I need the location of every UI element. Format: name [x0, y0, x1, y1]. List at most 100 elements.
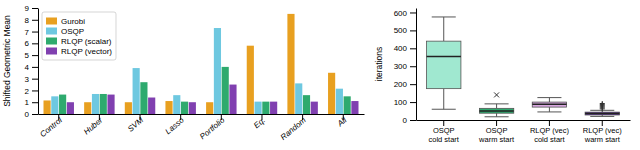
bar — [100, 94, 107, 114]
bar — [107, 95, 114, 114]
legend-label: RLQP (vector) — [61, 47, 112, 56]
x-tick-mark — [549, 120, 550, 126]
y-tick-mark — [410, 84, 416, 85]
x-tick: OSQPcold start — [429, 120, 460, 144]
box — [479, 92, 513, 116]
median — [427, 56, 461, 58]
y-tick-mark — [32, 8, 38, 9]
whisker-upper — [443, 17, 444, 41]
y-tick-label: 3 — [25, 75, 30, 84]
whisker-cap-lower — [432, 109, 456, 110]
x-tick-label: Control — [38, 116, 64, 140]
bar — [181, 102, 188, 114]
bar — [295, 83, 302, 114]
bar — [173, 95, 180, 114]
bar — [287, 14, 294, 114]
bar — [214, 28, 221, 114]
y-tick: 4 — [25, 63, 38, 72]
legend-frame — [42, 12, 116, 60]
x-tick: Control — [38, 114, 64, 139]
y-tick-mark — [32, 67, 38, 68]
y-tick-label: 8 — [25, 16, 30, 25]
x-axis: OSQPcold startOSQPwarm startRLQP (vec)co… — [417, 120, 631, 144]
x-tick-label: RLQP (vec)warm start — [583, 126, 623, 143]
bar — [84, 102, 91, 114]
legend-item: RLQP (vector) — [46, 47, 112, 56]
bar-series — [59, 67, 351, 114]
y-axis: 0 1 2 3 4 5 6 7 8 9 — [25, 4, 39, 119]
bar — [92, 94, 99, 114]
bar — [229, 85, 236, 114]
y-axis-title: iterations — [374, 47, 384, 82]
y-tick-mark — [410, 30, 416, 31]
bar — [311, 102, 318, 114]
bar — [165, 101, 172, 114]
y-tick-mark — [32, 32, 38, 33]
legend-swatch — [46, 48, 57, 55]
y-tick-mark — [32, 20, 38, 21]
x-tick: Eq. — [252, 114, 267, 130]
y-tick-label: 0 — [403, 116, 408, 125]
x-tick-label: All — [335, 115, 349, 128]
whisker-cap-upper — [432, 16, 456, 17]
y-axis-title: Shifted Geometric Mean — [2, 15, 12, 107]
whisker-lower — [496, 113, 497, 117]
bar — [255, 102, 262, 114]
y-tick: 200 — [394, 80, 416, 89]
y-tick: 7 — [25, 28, 38, 37]
y-tick-mark — [32, 90, 38, 91]
whisker-cap-lower — [485, 116, 509, 117]
bar — [140, 82, 147, 114]
y-axis-line — [38, 9, 39, 115]
legend-swatch — [46, 18, 57, 25]
y-tick-mark — [32, 79, 38, 80]
x-tick-label-line: cold start — [534, 135, 565, 144]
bar — [351, 101, 358, 114]
x-tick-mark — [602, 120, 603, 126]
y-tick-label: 400 — [394, 44, 408, 53]
x-tick-label: Lasso — [164, 115, 187, 136]
bar — [344, 96, 351, 114]
x-tick-label: Portfolio — [198, 115, 227, 141]
x-tick: RLQP (vec)cold start — [530, 120, 570, 144]
x-axis-line — [39, 114, 365, 115]
x-tick: Lasso — [164, 114, 187, 136]
y-tick-mark — [410, 48, 416, 49]
whisker-upper — [549, 98, 550, 102]
y-tick-label: 500 — [394, 26, 408, 35]
x-tick-label-line: warm start — [584, 135, 621, 144]
y-tick: 6 — [25, 39, 38, 48]
bar — [51, 96, 58, 114]
whisker-cap-upper — [485, 103, 509, 104]
x-tick-label: SVM — [126, 115, 145, 133]
bar — [125, 102, 132, 114]
box-chart: OSQPcold startOSQPwarm startRLQP (vec)co… — [374, 9, 631, 144]
median — [585, 113, 619, 115]
y-tick-label: 5 — [25, 51, 30, 60]
y-tick: 400 — [394, 44, 416, 53]
y-tick: 600 — [394, 9, 416, 18]
y-tick-mark — [410, 120, 416, 121]
x-tick-mark — [496, 120, 497, 126]
y-tick-label: 100 — [394, 98, 408, 107]
y-tick-label: 0 — [25, 110, 30, 119]
y-tick: 9 — [25, 4, 38, 13]
box-body — [427, 41, 461, 88]
y-tick-label: 7 — [25, 28, 30, 37]
y-tick-label: 2 — [25, 87, 30, 96]
legend-item: RLQP (scalar) — [46, 37, 112, 46]
whisker-lower — [443, 89, 444, 110]
bar — [262, 102, 269, 114]
y-tick: 300 — [394, 62, 416, 71]
bar — [206, 102, 213, 114]
whisker-lower — [549, 107, 550, 112]
x-tick-label: Huber — [82, 115, 105, 136]
bar — [247, 46, 254, 114]
legend-label: OSQP — [61, 27, 84, 36]
median — [532, 103, 566, 105]
y-tick: 2 — [25, 87, 38, 96]
y-tick-mark — [410, 66, 416, 67]
y-tick-label: 1 — [25, 98, 30, 107]
legend-item: Gurobi — [46, 17, 85, 26]
y-axis-line — [416, 9, 417, 121]
